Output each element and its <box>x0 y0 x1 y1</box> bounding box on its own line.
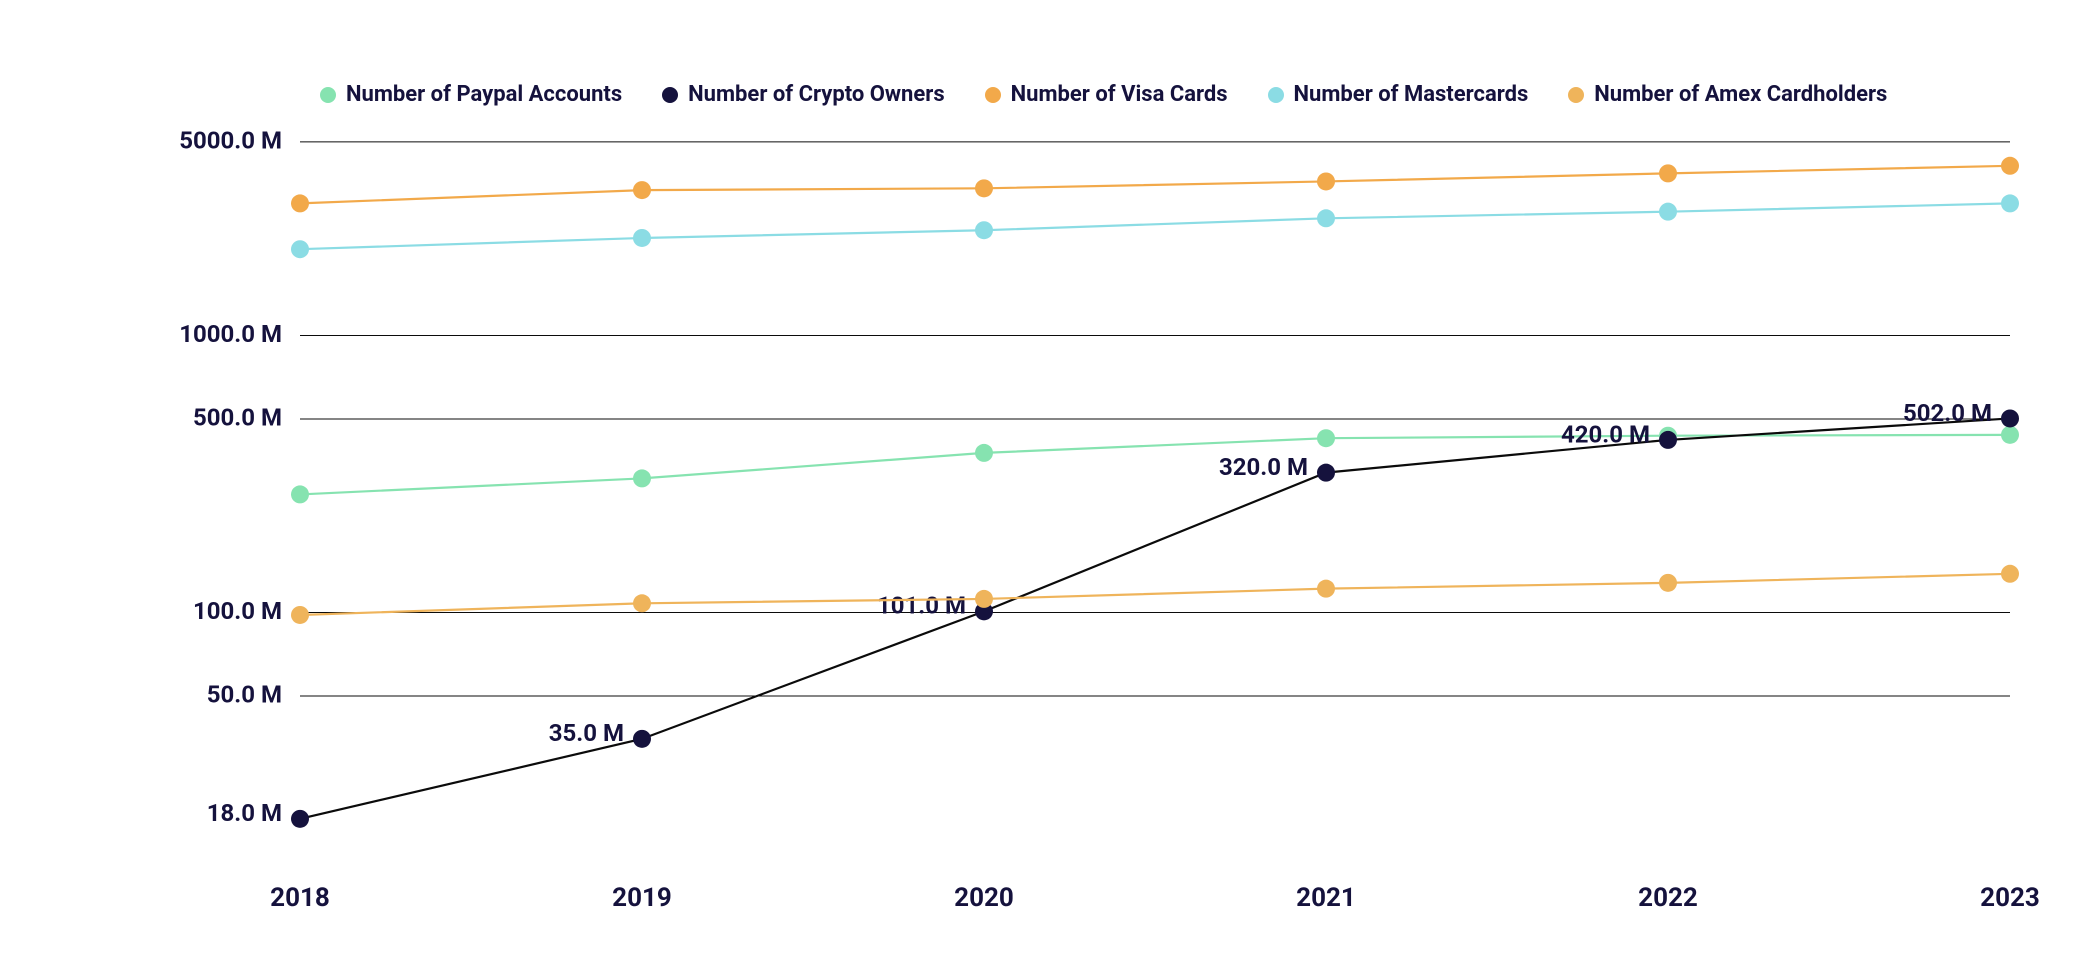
series-marker-amex <box>1659 574 1677 592</box>
series-marker-visa <box>1659 164 1677 182</box>
series-marker-amex <box>291 606 309 624</box>
legend-item-crypto[interactable]: Number of Crypto Owners <box>662 82 944 107</box>
legend-label: Number of Mastercards <box>1294 82 1529 107</box>
series-line-paypal <box>300 435 2010 495</box>
legend-label: Number of Paypal Accounts <box>346 82 622 107</box>
series-marker-visa <box>291 194 309 212</box>
legend-label: Number of Crypto Owners <box>688 82 944 107</box>
series-marker-mastercard <box>633 229 651 247</box>
series-marker-amex <box>975 590 993 608</box>
series-line-crypto <box>300 418 2010 818</box>
data-point-label: 18.0 M <box>207 799 282 827</box>
series-marker-paypal <box>975 444 993 462</box>
data-point-label: 420.0 M <box>1561 420 1650 448</box>
line-chart-svg: 50.0 M 100.0 M 500.0 M 1000.0 M 5000.0 M 2018… <box>0 0 2098 968</box>
series-marker-amex <box>2001 565 2019 583</box>
y-axis-tick-label: 50.0 M <box>207 680 282 708</box>
series-marker-crypto <box>291 810 309 828</box>
x-axis-tick-label: 2022 <box>1638 883 1698 913</box>
x-axis-tick-label: 2020 <box>954 883 1014 913</box>
series-line-mastercard <box>300 203 2010 249</box>
series-marker-visa <box>633 181 651 199</box>
series-marker-visa <box>975 179 993 197</box>
series-marker-amex <box>1317 580 1335 598</box>
series-marker-paypal <box>633 469 651 487</box>
y-axis-tick-label: 5000.0 M <box>179 126 282 154</box>
series-line-amex <box>300 574 2010 615</box>
series-marker-mastercard <box>975 221 993 239</box>
series-marker-visa <box>2001 157 2019 175</box>
x-axis-tick-label: 2018 <box>270 883 330 913</box>
data-point-label: 101.0 M <box>877 592 966 620</box>
series-marker-mastercard <box>291 240 309 258</box>
data-point-label: 320.0 M <box>1219 453 1308 481</box>
series-line-visa <box>300 166 2010 204</box>
chart-container: Number of Paypal Accounts Number of Crypt… <box>0 0 2098 968</box>
legend-label: Number of Amex Cardholders <box>1594 82 1887 107</box>
y-axis-tick-label: 1000.0 M <box>179 320 282 348</box>
legend-dot-icon <box>1568 87 1584 103</box>
legend-dot-icon <box>985 87 1001 103</box>
x-axis-tick-label: 2019 <box>612 883 672 913</box>
data-point-label: 35.0 M <box>549 719 624 747</box>
x-axis-tick-label: 2023 <box>1980 883 2040 913</box>
legend-item-paypal[interactable]: Number of Paypal Accounts <box>320 82 622 107</box>
series-marker-crypto <box>633 730 651 748</box>
chart-legend: Number of Paypal Accounts Number of Crypt… <box>320 82 1887 107</box>
data-point-label: 502.0 M <box>1903 399 1992 427</box>
series-marker-mastercard <box>1659 203 1677 221</box>
series-marker-paypal <box>291 485 309 503</box>
x-axis-tick-label: 2021 <box>1296 883 1356 913</box>
legend-dot-icon <box>662 87 678 103</box>
legend-label: Number of Visa Cards <box>1011 82 1228 107</box>
series-marker-crypto <box>2001 409 2019 427</box>
legend-item-visa[interactable]: Number of Visa Cards <box>985 82 1228 107</box>
legend-dot-icon <box>320 87 336 103</box>
series-marker-amex <box>633 594 651 612</box>
legend-item-amex[interactable]: Number of Amex Cardholders <box>1568 82 1887 107</box>
series-marker-mastercard <box>1317 209 1335 227</box>
y-axis-tick-label: 100.0 M <box>193 597 282 625</box>
series-marker-paypal <box>2001 426 2019 444</box>
legend-item-mastercard[interactable]: Number of Mastercards <box>1268 82 1529 107</box>
series-marker-mastercard <box>2001 194 2019 212</box>
series-marker-crypto <box>1659 431 1677 449</box>
y-axis-tick-label: 500.0 M <box>193 403 282 431</box>
legend-dot-icon <box>1268 87 1284 103</box>
series-marker-crypto <box>1317 464 1335 482</box>
series-marker-visa <box>1317 172 1335 190</box>
series-marker-paypal <box>1317 429 1335 447</box>
